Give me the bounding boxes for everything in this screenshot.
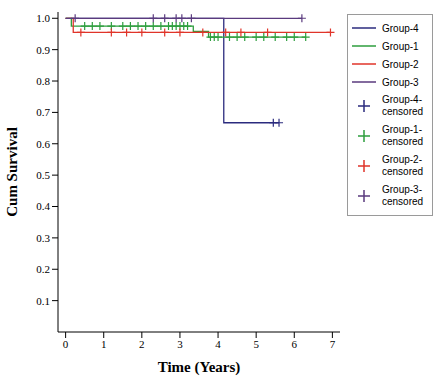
html-text:censored: censored [382,136,424,147]
html-text:Group-1: Group-1 [382,40,419,52]
svg-text:3: 3 [177,338,183,350]
svg-text:0.5: 0.5 [36,169,50,181]
svg-text:0.2: 0.2 [36,263,50,275]
html-text:Group-3: Group-3 [382,76,419,88]
svg-text:2: 2 [139,338,145,350]
svg-text:0.9: 0.9 [36,44,50,56]
svg-text:0.8: 0.8 [36,75,50,87]
svg-text:1.0: 1.0 [36,12,50,24]
svg-text:0.4: 0.4 [36,200,50,212]
html-text:censored: censored [382,106,424,117]
svg-text:Time (Years): Time (Years) [158,359,241,376]
svg-text:6: 6 [292,338,298,350]
svg-text:0.3: 0.3 [36,232,50,244]
svg-text:0.1: 0.1 [36,295,50,307]
html-text:Group-1-: Group-1- [382,124,422,135]
html-text:Group-3-: Group-3- [382,184,422,195]
html-text:censored: censored [382,196,424,207]
html-text:censored: censored [382,166,424,177]
svg-text:0: 0 [63,338,69,350]
svg-text:0.6: 0.6 [36,138,50,150]
svg-text:0.7: 0.7 [36,106,50,118]
html-text:Group-2-: Group-2- [382,154,422,165]
svg-text:1: 1 [101,338,107,350]
html-text:Group-4: Group-4 [382,22,419,34]
svg-text:Cum Survival: Cum Survival [8,127,20,217]
svg-text:5: 5 [253,338,259,350]
html-text:Group-2: Group-2 [382,58,419,70]
svg-text:7: 7 [330,338,336,350]
svg-text:4: 4 [215,338,221,350]
html-text:Group-4-: Group-4- [382,94,422,105]
